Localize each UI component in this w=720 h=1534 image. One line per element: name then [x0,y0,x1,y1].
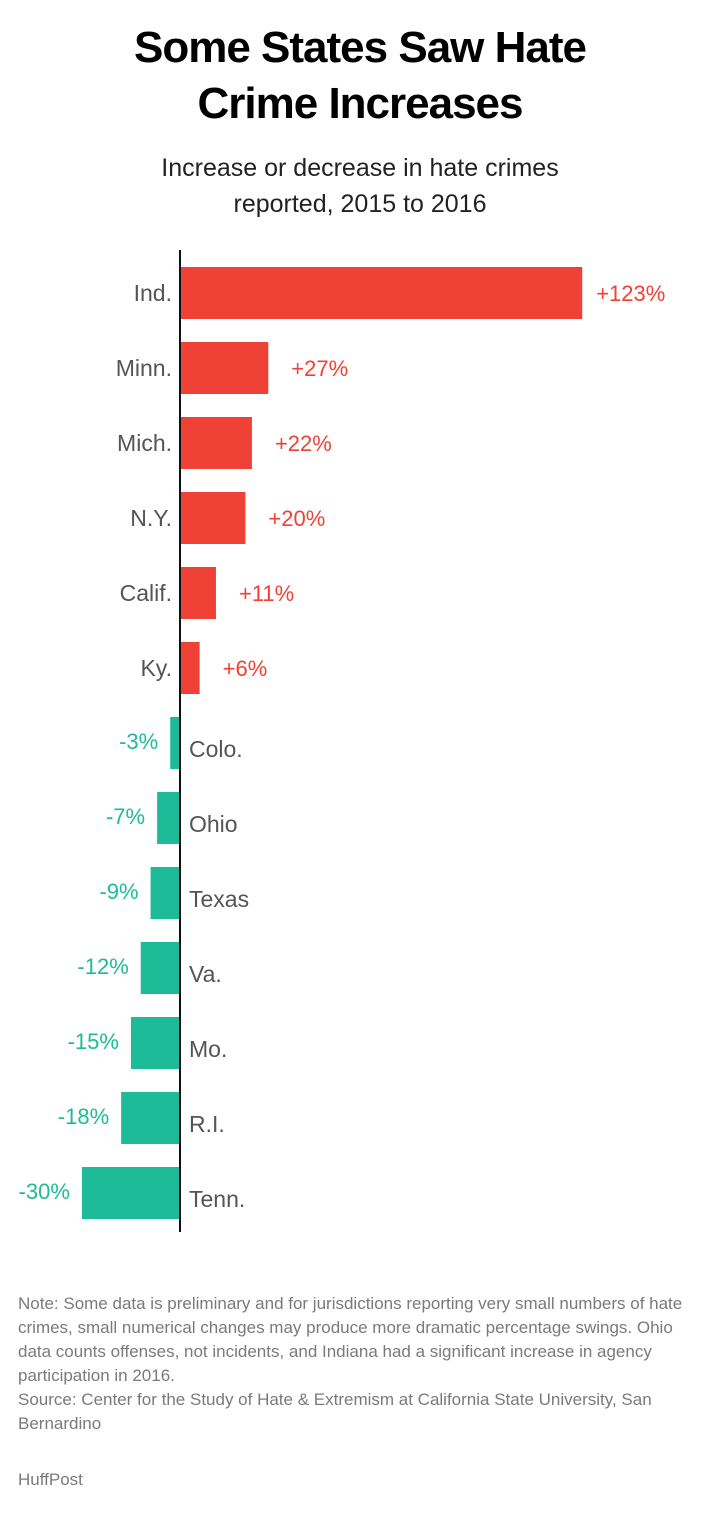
note-text: Note: Some data is preliminary and for j… [18,1294,683,1385]
bar-mo [130,1017,180,1069]
bar-texas [150,867,180,919]
category-label: Ohio [189,811,238,837]
bar-ny [180,492,246,544]
bar-ohio [157,792,180,844]
category-label: Va. [189,961,222,987]
chart-subtitle: Increase or decrease in hate crimes repo… [0,150,720,222]
value-label: -3% [119,729,158,754]
source-text: Source: Center for the Study of Hate & E… [18,1390,652,1433]
value-label: +20% [268,506,325,531]
bar-colo [170,717,180,769]
bar-chart: Ind. +123% Minn. +27% Mich. +22% N.Y. +20% Calif… [19,250,665,1232]
category-label: N.Y. [130,505,172,531]
category-label: R.I. [189,1111,225,1137]
value-label: -9% [99,879,138,904]
chart-title-line-1: Some States Saw Hate [134,23,587,72]
value-label: -12% [77,954,128,979]
value-label: -7% [106,804,145,829]
bar-va [140,942,180,994]
chart-notes: Note: Some data is preliminary and for j… [18,1292,708,1436]
chart-title: Some States Saw Hate Crime Increases [0,20,720,132]
category-label: Ind. [134,280,172,306]
chart-subtitle-line-1: Increase or decrease in hate crimes [161,154,559,182]
category-label: Minn. [116,355,172,381]
brand-credit: HuffPost [18,1470,83,1489]
category-label: Colo. [189,736,243,762]
bar-calif [180,567,216,619]
category-label: Tenn. [189,1186,245,1212]
category-label: Mo. [189,1036,227,1062]
category-label: Texas [189,886,249,912]
value-label: +11% [239,581,294,606]
chart-subtitle-line-2: reported, 2015 to 2016 [233,190,487,218]
bar-ind [180,267,583,319]
value-label: +22% [275,431,332,456]
chart-title-line-2: Crime Increases [197,79,524,128]
category-label: Mich. [117,430,172,456]
bar-ky [180,642,200,694]
value-label: -18% [58,1104,109,1129]
category-label: Ky. [140,655,172,681]
value-label: -15% [68,1029,119,1054]
value-label: -30% [19,1179,70,1204]
category-label: Calif. [120,580,172,606]
value-label: +6% [223,656,268,681]
bar-mich [180,417,252,469]
bar-tenn [81,1167,180,1219]
bar-minn [180,342,269,394]
value-label: +27% [291,356,348,381]
value-label: +123% [596,281,665,306]
bar-ri [121,1092,180,1144]
